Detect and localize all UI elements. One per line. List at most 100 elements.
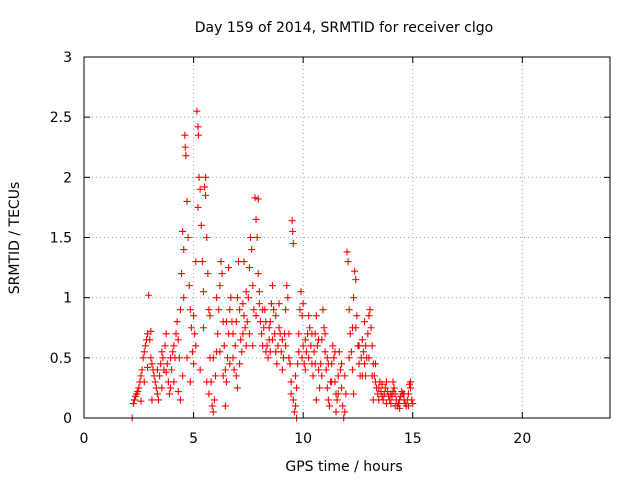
data-point [289, 396, 297, 404]
data-point [275, 324, 283, 332]
data-point [242, 342, 250, 350]
x-axis-label: GPS time / hours [285, 459, 402, 475]
data-point [320, 324, 328, 332]
data-point [312, 312, 320, 320]
data-point [185, 282, 193, 290]
data-point [238, 348, 246, 356]
data-point [158, 348, 166, 356]
data-point [313, 342, 321, 350]
data-point [167, 384, 175, 392]
data-point [266, 318, 274, 326]
data-point [331, 348, 339, 356]
data-point [140, 348, 148, 356]
data-point [409, 400, 417, 408]
data-point [371, 360, 379, 368]
data-point [259, 306, 267, 314]
data-point [194, 203, 202, 211]
data-point [351, 267, 359, 275]
y-tick-label: 1.5 [50, 231, 72, 247]
data-point [254, 270, 262, 278]
data-point [287, 378, 295, 386]
data-point [318, 372, 326, 380]
data-point [290, 408, 298, 416]
data-point [237, 336, 245, 344]
data-point [220, 342, 228, 350]
data-point [358, 336, 366, 344]
data-point [219, 372, 227, 380]
data-point [203, 378, 211, 386]
data-point [339, 402, 347, 410]
data-point [300, 360, 308, 368]
data-point [158, 384, 166, 392]
data-point [277, 348, 285, 356]
data-point [176, 306, 184, 314]
data-point [140, 378, 148, 386]
data-point [287, 390, 295, 398]
data-point [181, 143, 189, 151]
data-point [216, 348, 224, 356]
data-point [208, 402, 216, 410]
data-point [295, 330, 303, 338]
data-point [191, 330, 199, 338]
data-point [321, 348, 329, 356]
data-point [407, 378, 415, 386]
data-point [187, 324, 195, 332]
data-point [369, 396, 377, 404]
data-point [365, 354, 373, 362]
data-point [139, 354, 147, 362]
data-point [138, 366, 146, 374]
data-point [289, 240, 297, 248]
data-point [343, 248, 351, 256]
data-point [172, 330, 180, 338]
data-point [210, 396, 218, 404]
data-point [286, 360, 294, 368]
data-point [241, 324, 249, 332]
data-point [386, 396, 394, 404]
data-point [332, 408, 340, 416]
data-point [296, 306, 304, 314]
x-tick-label: 10 [294, 431, 312, 447]
data-point [170, 342, 178, 350]
data-point [366, 306, 374, 314]
data-point [301, 336, 309, 344]
data-point [146, 336, 154, 344]
data-point [192, 342, 200, 350]
data-point [162, 330, 170, 338]
data-point [186, 306, 194, 314]
data-point [267, 300, 275, 308]
y-tick-label: 2 [63, 170, 72, 186]
data-point [382, 378, 390, 386]
data-point [194, 131, 202, 139]
data-point [387, 390, 395, 398]
chart-title: Day 159 of 2014, SRMTID for receiver clg… [195, 20, 493, 36]
data-point [263, 342, 271, 350]
data-point [239, 330, 247, 338]
data-point [338, 360, 346, 368]
data-point [254, 195, 262, 203]
data-point [221, 402, 229, 410]
data-point [255, 300, 263, 308]
data-point [319, 306, 327, 314]
x-tick-label: 20 [513, 431, 531, 447]
data-points [128, 107, 417, 422]
data-point [333, 396, 341, 404]
data-point [174, 388, 182, 396]
data-point [298, 354, 306, 362]
data-point [352, 324, 360, 332]
data-point [268, 282, 276, 290]
data-point [169, 348, 177, 356]
data-point [167, 354, 175, 362]
data-point [216, 282, 224, 290]
data-point [209, 354, 217, 362]
data-point [193, 107, 201, 115]
data-point [174, 336, 182, 344]
data-point [233, 294, 241, 302]
data-point [232, 318, 240, 326]
data-point [342, 390, 350, 398]
data-point [309, 372, 317, 380]
data-point [201, 183, 209, 191]
data-point [204, 270, 212, 278]
data-point [355, 342, 363, 350]
data-point [299, 342, 307, 350]
